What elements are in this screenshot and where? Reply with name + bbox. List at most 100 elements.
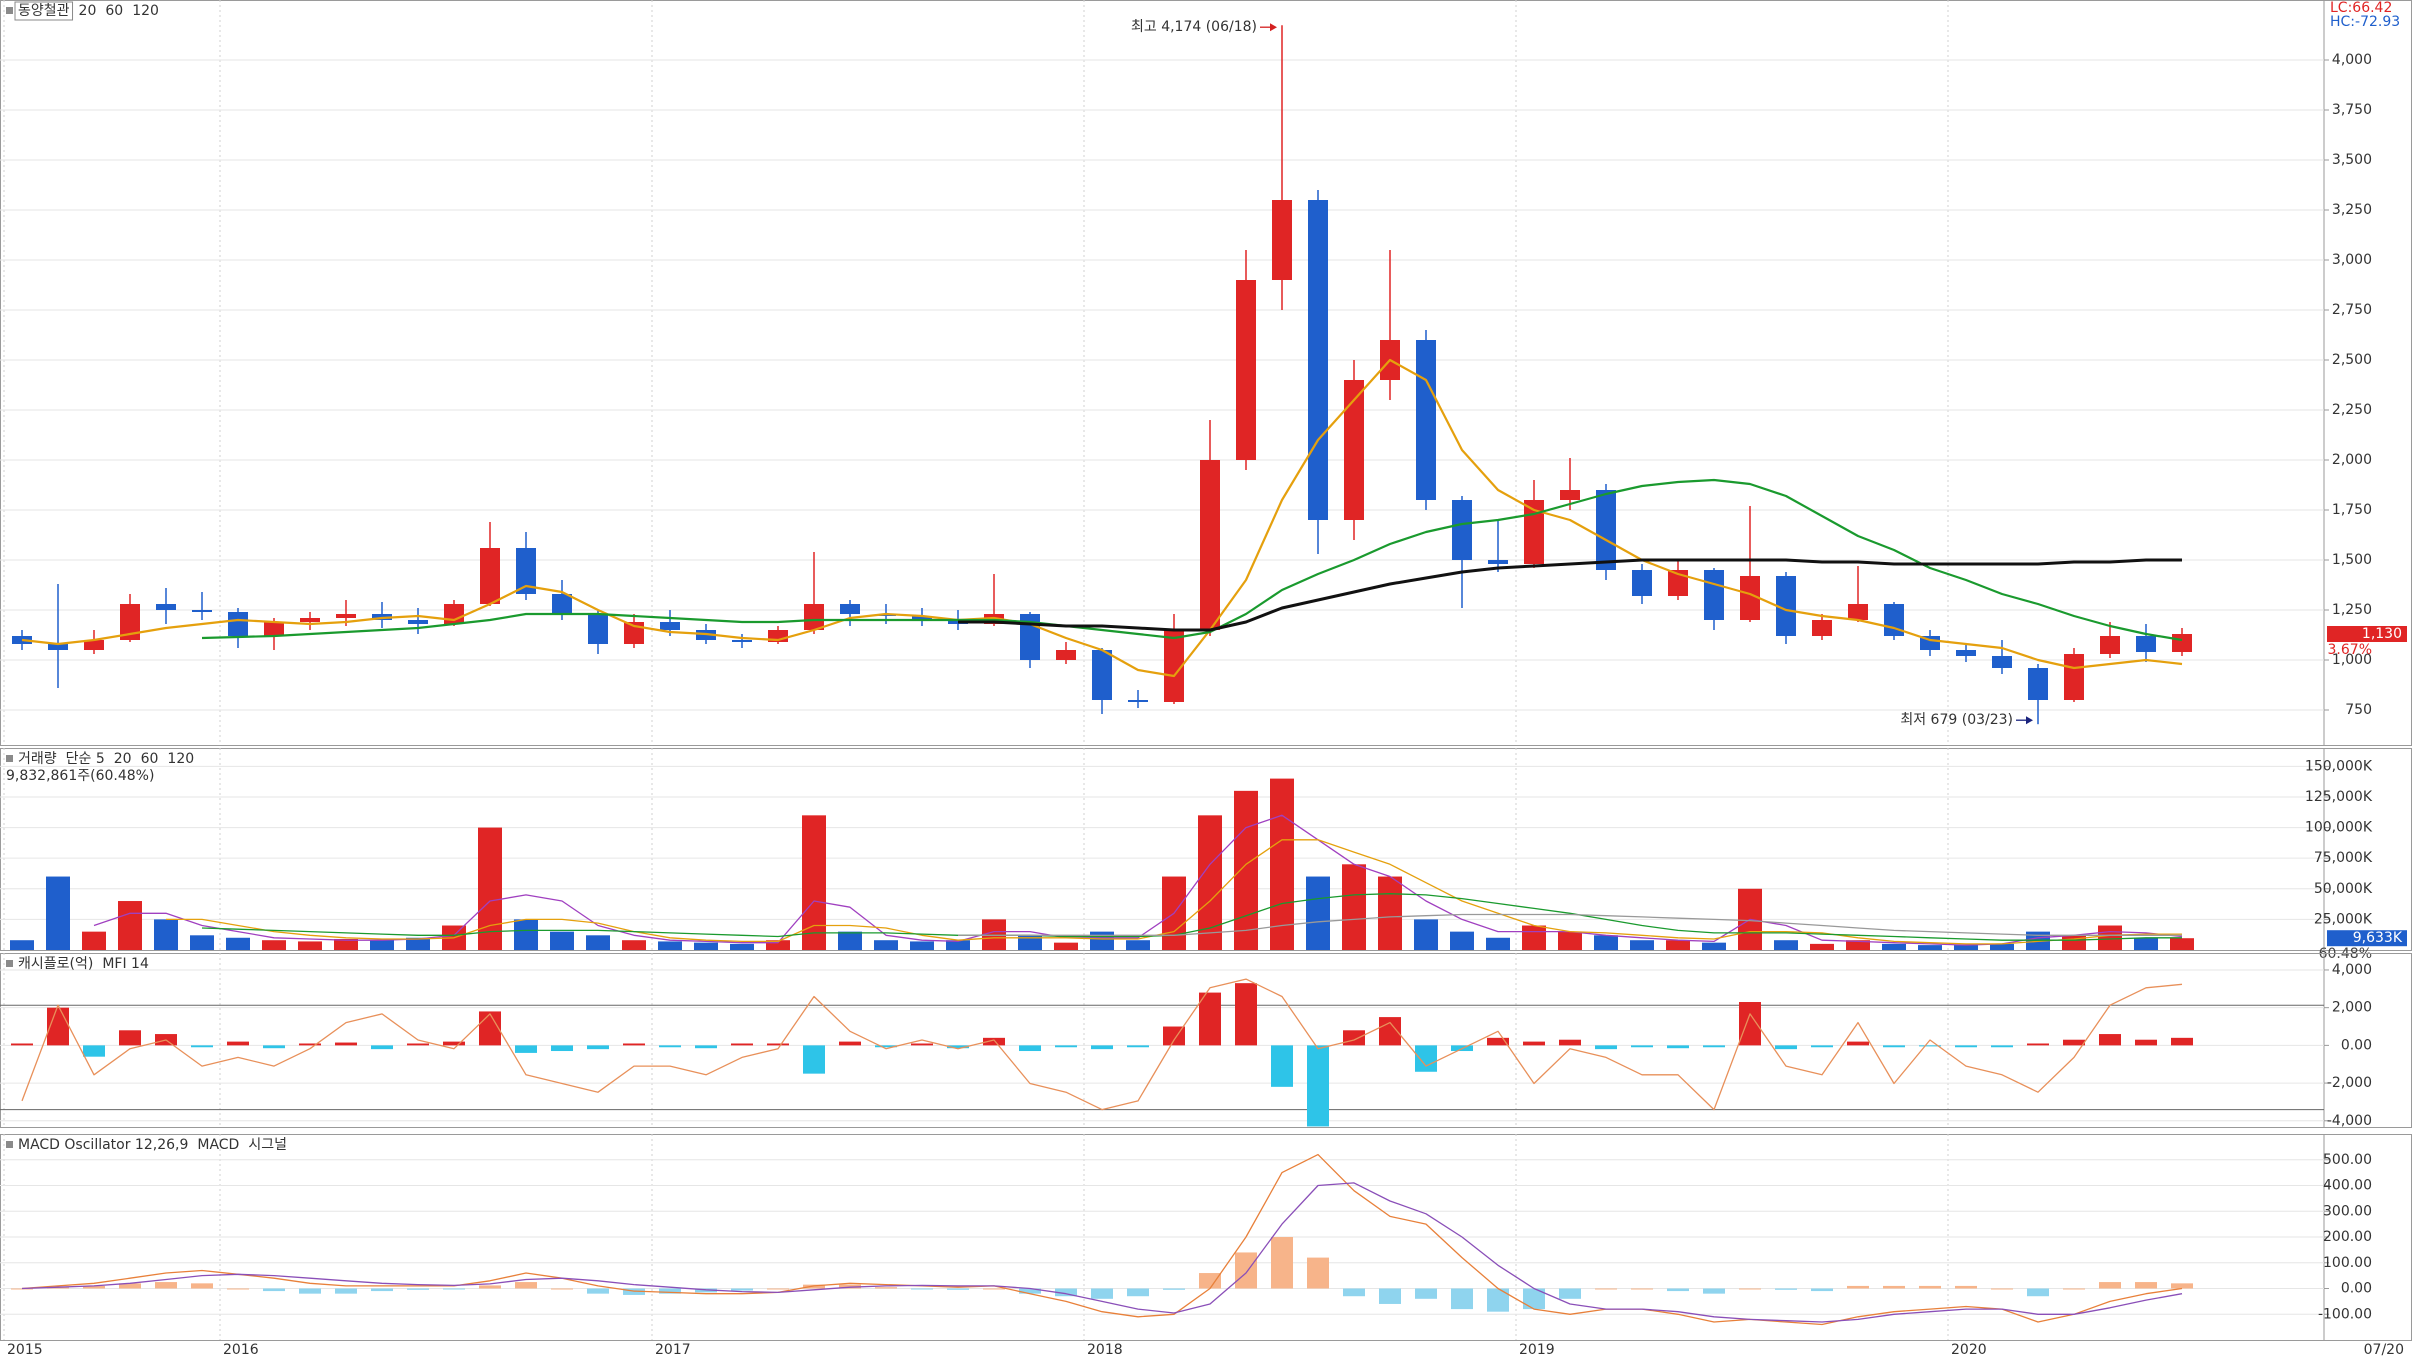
volume-bar [1666, 940, 1690, 950]
bar [1055, 1045, 1077, 1048]
volume-bar [1594, 935, 1618, 950]
bar [1379, 1288, 1401, 1304]
bar [1919, 1045, 1941, 1047]
x-tick-label: 2016 [223, 1342, 259, 1358]
bar [1271, 1237, 1293, 1289]
series-line [958, 558, 2182, 632]
candle-body [336, 614, 356, 618]
candle-body [1056, 650, 1076, 660]
volume-bar [190, 935, 214, 950]
panel-frame [0, 953, 2412, 1128]
volume-bar [1378, 876, 1402, 950]
y-tick-label: 2,750 [2332, 302, 2372, 318]
bar [947, 1288, 969, 1290]
legend-subtitle: 9,832,861주(60.48%) [6, 768, 154, 784]
volume-bar [1990, 943, 2014, 950]
bar [83, 1045, 105, 1057]
volume-bar [478, 827, 502, 950]
last-value-box [2327, 930, 2407, 947]
bar [263, 1288, 285, 1292]
volume-bar [406, 937, 430, 950]
bar [1919, 1285, 1941, 1289]
bar [335, 1288, 357, 1294]
candle-body [264, 622, 284, 636]
y-tick-label: 4,000 [2332, 962, 2372, 978]
series-line [201, 478, 2183, 642]
candle-body [300, 618, 320, 622]
y-tick-label: -2,000 [2327, 1075, 2372, 1091]
candle-body [2028, 668, 2048, 700]
legend-entry: 단순 5 [66, 751, 105, 767]
y-tick-label: 2,250 [2332, 402, 2372, 418]
volume-bar [1918, 945, 1942, 950]
volume-bar [1522, 925, 1546, 950]
series-line [166, 839, 2182, 945]
volume-bar [118, 901, 142, 950]
volume-bar [586, 935, 610, 950]
volume-bar [1954, 945, 1978, 950]
volume-bar [1846, 940, 1870, 950]
volume-bar [910, 941, 934, 950]
legend-icon [6, 960, 13, 967]
bar [1127, 1288, 1149, 1297]
volume-bar [514, 919, 538, 950]
bar [1703, 1045, 1725, 1048]
bar [155, 1282, 177, 1289]
volume-bar [1234, 790, 1258, 950]
legend-entry: 시그널 [248, 1137, 287, 1153]
panel-frame [0, 0, 2412, 746]
bar [1307, 1257, 1329, 1289]
bar [227, 1041, 249, 1046]
candle-body [84, 640, 104, 650]
bar [2027, 1288, 2049, 1297]
change-label: 60.48% [2319, 946, 2372, 962]
candle-body [156, 604, 176, 610]
legend-title-box [14, 1, 74, 21]
bar [731, 1043, 753, 1046]
volume-bar [766, 940, 790, 950]
volume-bar [1342, 864, 1366, 950]
series-line [21, 978, 2183, 1111]
volume-bar [1054, 942, 1078, 950]
last-value-label: 1,130 [2362, 626, 2402, 642]
bar [119, 1030, 141, 1046]
change-label: 3.67% [2328, 642, 2372, 658]
bar [1631, 1045, 1653, 1048]
series-line [201, 893, 2182, 941]
volume-bar [1414, 919, 1438, 950]
volume-bar [2170, 938, 2194, 950]
legend-entry: 60 [141, 751, 159, 767]
volume-bar [334, 938, 358, 950]
bar [1343, 1288, 1365, 1297]
y-tick-label: 750 [2345, 702, 2372, 718]
bar [2135, 1039, 2157, 1046]
y-tick-label: 1,000 [2332, 652, 2372, 668]
bar [1739, 1288, 1761, 1290]
series-line [21, 1182, 2183, 1323]
bar [1991, 1045, 2013, 1048]
legend-title: 거래량 [18, 751, 57, 767]
bar [1595, 1288, 1617, 1290]
y-tick-label: 3,750 [2332, 102, 2372, 118]
bar [1883, 1045, 1905, 1048]
volume-bar [802, 815, 826, 950]
candle-body [1848, 604, 1868, 620]
volume-bar [298, 941, 322, 950]
y-tick-label: 500.00 [2323, 1152, 2372, 1168]
legend-icon [6, 755, 13, 762]
volume-bar [622, 940, 646, 950]
bar [263, 1045, 285, 1049]
y-tick-label: -100.00 [2318, 1306, 2372, 1322]
bar [551, 1045, 573, 1052]
bar [407, 1288, 429, 1290]
volume-bar [154, 919, 178, 950]
x-tick-label: 2018 [1087, 1342, 1123, 1358]
volume-bar [838, 931, 862, 950]
volume-bar [370, 940, 394, 950]
bar [1235, 983, 1257, 1046]
x-tick-label: 2020 [1951, 1342, 1987, 1358]
panel-frame [0, 748, 2412, 951]
volume-bar [226, 937, 250, 950]
candle-body [912, 616, 932, 620]
candle-body [804, 604, 824, 630]
